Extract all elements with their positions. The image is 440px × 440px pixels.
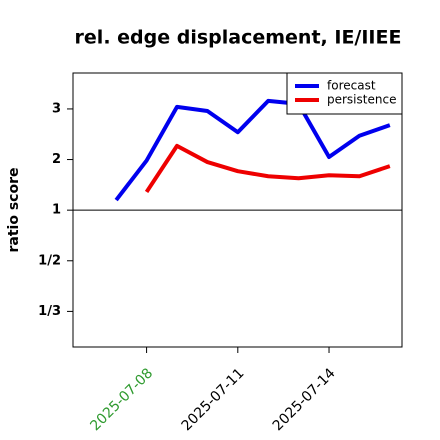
y-tick-label: 2 — [52, 152, 61, 167]
y-tick-label: 1 — [52, 203, 61, 218]
y-tick-label: 3 — [52, 101, 61, 116]
legend-box — [286, 72, 403, 115]
legend-label: forecast — [327, 79, 376, 93]
x-tick-label: 2025-07-14 — [270, 365, 339, 434]
series-line — [114, 98, 391, 202]
y-axis-label: ratio score — [6, 168, 22, 253]
x-tick-label: 2025-07-11 — [179, 365, 248, 434]
series-line — [144, 143, 391, 194]
legend-label: persistence — [327, 93, 396, 107]
y-tick-label: 1/3 — [38, 304, 61, 319]
y-tick-label: 1/2 — [38, 253, 61, 268]
chart-title: rel. edge displacement, IE/IIEE — [75, 27, 402, 49]
x-tick-label: 2025-07-08 — [87, 365, 156, 434]
